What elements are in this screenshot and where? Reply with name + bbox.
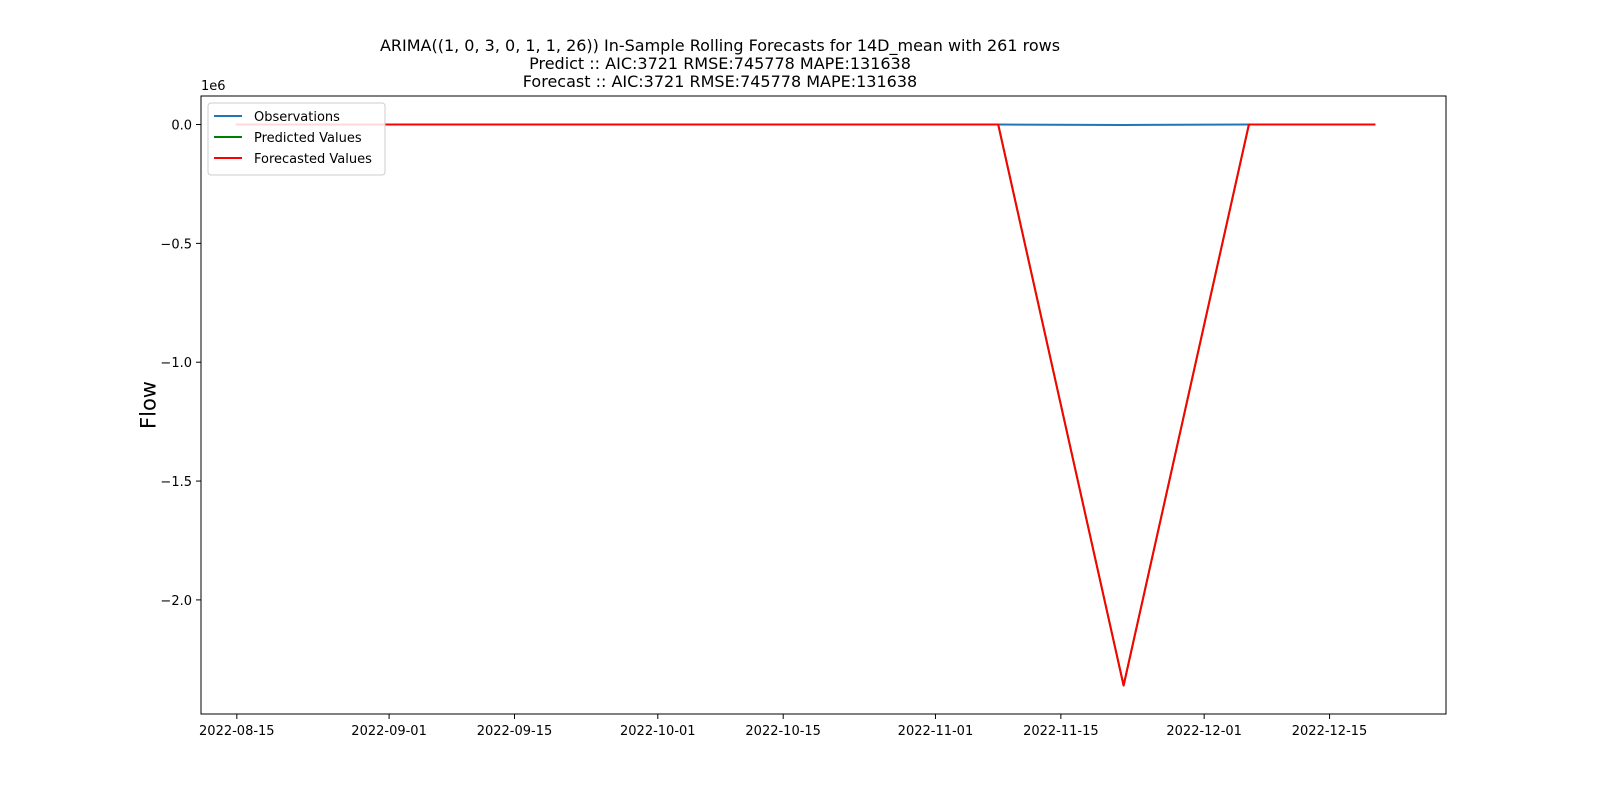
- x-tick-label: 2022-12-15: [1292, 724, 1368, 739]
- y-tick-label: 0.0: [171, 119, 192, 134]
- chart-subtitle-forecast: Forecast :: AIC:3721 RMSE:745778 MAPE:13…: [522, 72, 918, 91]
- legend-box: [207, 102, 386, 176]
- x-tick-label: 2022-11-01: [898, 724, 974, 739]
- y-axis: 0.0 −0.5 −1.0 −1.5 −2.0: [160, 119, 201, 609]
- x-tick-label: 2022-08-15: [199, 724, 275, 739]
- x-tick-label: 2022-10-01: [620, 724, 696, 739]
- chart-subtitle-predict: Predict :: AIC:3721 RMSE:745778 MAPE:131…: [529, 54, 911, 73]
- series-line-predicted-values: [235, 123, 1376, 687]
- series-lines: [235, 123, 1376, 687]
- series-line-forecasted-values: [235, 123, 1376, 687]
- x-tick-label: 2022-10-15: [745, 724, 821, 739]
- chart-title-block: ARIMA((1, 0, 3, 0, 1, 1, 26)) In-Sample …: [0, 37, 1440, 91]
- legend: Observations Predicted Values Forecasted V…: [207, 102, 386, 176]
- y-tick-label: −2.0: [160, 594, 192, 609]
- y-axis-label: Flow: [136, 381, 160, 429]
- legend-label-observations: Observations: [254, 110, 340, 125]
- legend-label-forecasted-values: Forecasted Values: [254, 152, 372, 167]
- x-tick-label: 2022-09-15: [477, 724, 553, 739]
- y-tick-label: −1.0: [160, 356, 192, 371]
- x-tick-label: 2022-11-15: [1023, 724, 1099, 739]
- y-axis-scale-label: 1e6: [201, 79, 226, 94]
- x-axis: 2022-08-15 2022-09-01 2022-09-15 2022-10-01…: [199, 714, 1367, 739]
- x-tick-label: 2022-09-01: [351, 724, 427, 739]
- x-tick-label: 2022-12-01: [1166, 724, 1242, 739]
- plot-area-frame: [200, 95, 1447, 715]
- legend-label-predicted-values: Predicted Values: [254, 131, 362, 146]
- y-tick-label: −0.5: [160, 237, 192, 252]
- y-tick-label: −1.5: [160, 475, 192, 490]
- chart-title: ARIMA((1, 0, 3, 0, 1, 1, 26)) In-Sample …: [379, 36, 1061, 55]
